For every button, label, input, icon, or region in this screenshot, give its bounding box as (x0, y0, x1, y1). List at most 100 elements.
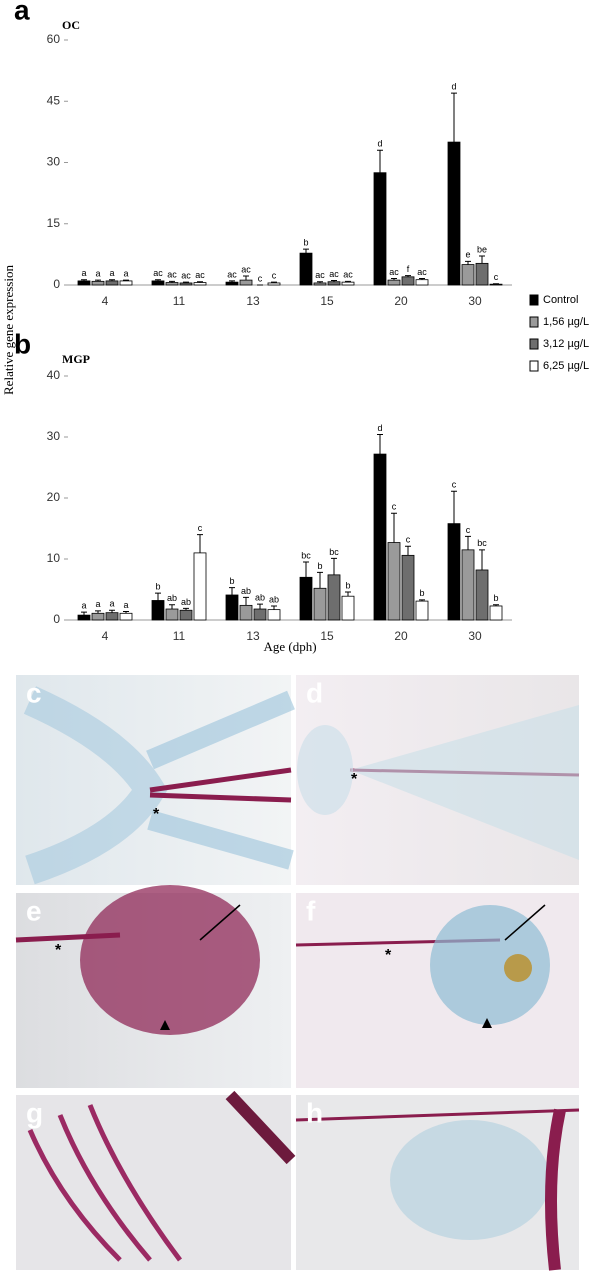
error-bar (405, 275, 411, 277)
error-bar (391, 277, 397, 281)
significance-letter: a (123, 600, 128, 610)
y-tick-label: 15 (47, 216, 61, 230)
significance-letter: d (377, 423, 382, 433)
error-bar (243, 596, 249, 606)
legend-label: 1,56 µg/L (543, 316, 589, 328)
error-bar (493, 604, 499, 606)
photo-e (15, 885, 291, 1088)
photo-g (16, 1090, 296, 1270)
significance-letter: ac (181, 271, 191, 281)
significance-letter: b (229, 576, 234, 586)
bar (119, 280, 133, 286)
x-tick-label: 11 (173, 629, 186, 643)
bar (193, 552, 207, 621)
chart-title: MGP (62, 352, 90, 366)
bar (415, 279, 429, 286)
error-bar (155, 592, 161, 601)
error-bar (405, 545, 411, 556)
y-tick-label: 0 (53, 612, 60, 626)
bar (91, 280, 105, 286)
error-bar (95, 279, 101, 282)
marker: * (153, 806, 160, 823)
legend-swatch (529, 360, 539, 372)
bar (165, 282, 179, 286)
significance-letter: ac (167, 270, 177, 280)
y-tick-label: 40 (47, 368, 61, 382)
bar (447, 141, 461, 286)
significance-letter: a (95, 268, 100, 278)
x-tick-label: 13 (246, 294, 260, 308)
significance-letter: ac (417, 267, 427, 277)
bar (401, 276, 415, 286)
error-bar (183, 607, 189, 611)
error-bar (109, 279, 115, 281)
bar (91, 612, 105, 621)
significance-letter: ac (343, 270, 353, 280)
error-bar (81, 611, 87, 616)
significance-letter: c (406, 535, 411, 545)
significance-letter: ab (167, 593, 177, 603)
bar (475, 569, 489, 621)
significance-letter: ab (181, 597, 191, 607)
legend-swatch (529, 294, 539, 306)
bar (401, 554, 415, 621)
bar (225, 281, 239, 286)
error-bar (197, 534, 203, 553)
panel-label: h (306, 1097, 323, 1128)
error-bar (303, 561, 309, 578)
bar (77, 614, 91, 621)
photo-d (296, 675, 580, 885)
significance-letter: c (392, 502, 397, 512)
error-bar (331, 557, 337, 575)
bar (151, 280, 165, 286)
legend-label: 6,25 µg/L (543, 360, 589, 372)
significance-letter: d (377, 139, 382, 149)
error-bar (451, 490, 457, 524)
photo-h (295, 1095, 580, 1271)
panel-label: c (26, 677, 42, 708)
significance-letter: a (109, 268, 114, 278)
x-tick-label: 30 (468, 294, 482, 308)
y-tick-label: 30 (47, 429, 61, 443)
error-bar (479, 549, 485, 570)
bar (489, 283, 503, 286)
error-bar (169, 280, 175, 283)
significance-letter: bc (477, 538, 487, 548)
panel-label: b (14, 328, 31, 359)
x-tick-label: 15 (320, 294, 334, 308)
bar (267, 282, 281, 286)
error-bar (345, 280, 351, 283)
significance-letter: ac (389, 267, 399, 277)
bar (461, 549, 475, 621)
x-tick-label: 11 (173, 294, 186, 308)
bar (239, 604, 253, 621)
significance-letter: ac (195, 270, 205, 280)
error-bar (229, 587, 235, 595)
bar (299, 576, 313, 621)
y-tick-label: 30 (47, 155, 61, 169)
bar (447, 523, 461, 621)
significance-letter: a (81, 600, 86, 610)
panel-label: a (14, 0, 30, 25)
error-bar (81, 279, 87, 281)
bar (387, 542, 401, 621)
error-bar (331, 280, 337, 282)
y-tick-label: 10 (47, 551, 61, 565)
significance-letter: ac (227, 269, 237, 279)
bar (253, 608, 267, 621)
error-bar (243, 275, 249, 281)
significance-letter: c (198, 523, 203, 533)
bar (327, 574, 341, 621)
y-axis-label: Relative gene expression (1, 265, 16, 395)
bar (105, 612, 119, 621)
error-bar (317, 571, 323, 589)
bar (373, 172, 387, 286)
bar (119, 612, 133, 621)
bar (267, 609, 281, 621)
significance-letter: a (123, 268, 128, 278)
x-tick-label: 15 (320, 629, 334, 643)
legend-label: Control (543, 294, 578, 306)
chart-title: OC (62, 18, 80, 32)
legend-swatch (529, 316, 539, 328)
bar (105, 280, 119, 286)
